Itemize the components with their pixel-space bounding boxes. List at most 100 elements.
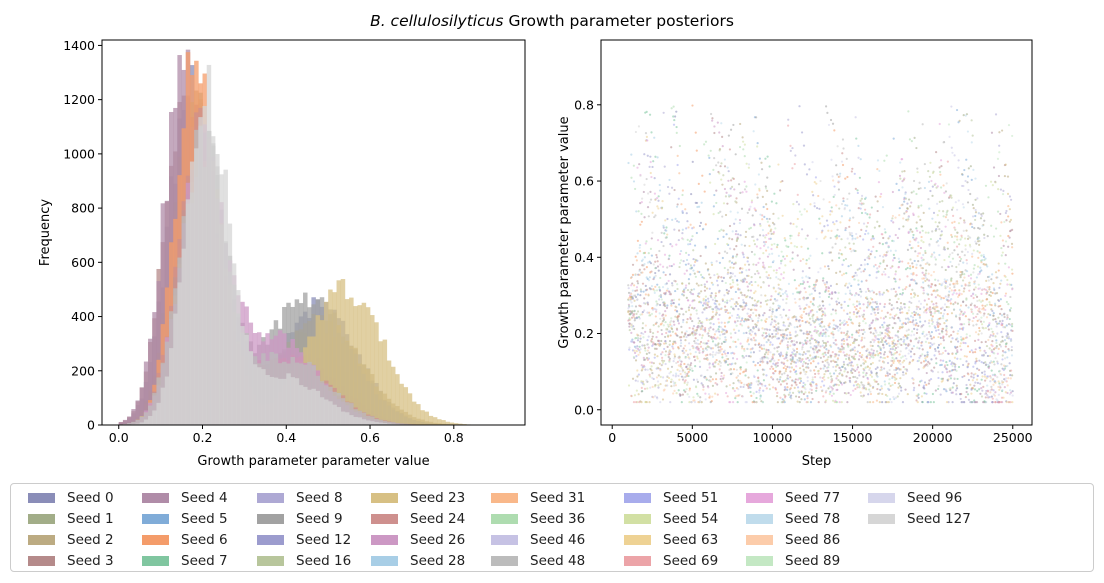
- trace-point: [973, 282, 976, 285]
- trace-point: [848, 361, 851, 365]
- trace-point: [800, 228, 804, 231]
- trace-point: [1002, 368, 1005, 372]
- trace-point: [677, 303, 681, 306]
- trace-point: [700, 290, 703, 293]
- trace-point: [770, 315, 773, 318]
- trace-point: [694, 260, 697, 264]
- trace-point: [853, 338, 856, 341]
- trace-point: [824, 359, 827, 362]
- trace-point: [723, 321, 726, 324]
- trace-point: [847, 364, 850, 367]
- trace-point: [736, 313, 739, 317]
- trace-point: [822, 355, 825, 358]
- trace-point: [694, 131, 697, 134]
- trace-point: [735, 300, 738, 304]
- trace-point: [713, 131, 716, 135]
- trace-point: [938, 200, 941, 203]
- trace-point: [772, 232, 775, 235]
- trace-point: [710, 347, 713, 350]
- trace-point: [813, 355, 817, 358]
- trace-point: [947, 293, 950, 296]
- trace-point: [804, 339, 807, 342]
- trace-point: [791, 391, 795, 394]
- trace-point: [809, 342, 812, 345]
- trace-point: [840, 331, 843, 335]
- trace-point: [836, 375, 839, 378]
- trace-point: [823, 346, 826, 349]
- trace-point: [975, 276, 978, 279]
- trace-point: [674, 309, 677, 312]
- trace-point: [717, 328, 720, 331]
- trace-point: [935, 227, 938, 231]
- trace-point: [919, 246, 923, 250]
- trace-point: [777, 163, 780, 166]
- trace-point: [956, 231, 959, 234]
- trace-point: [646, 206, 650, 209]
- trace-point: [799, 372, 802, 375]
- trace-point: [917, 260, 920, 263]
- trace-point: [959, 304, 963, 307]
- trace-point: [769, 277, 772, 280]
- trace-point: [727, 320, 731, 323]
- trace-point: [791, 357, 794, 360]
- trace-point: [802, 144, 806, 147]
- trace-point: [876, 311, 880, 315]
- trace-point: [810, 391, 813, 395]
- trace-point: [832, 359, 835, 362]
- trace-point: [715, 201, 718, 205]
- trace-point: [778, 352, 781, 356]
- trace-point: [781, 354, 785, 358]
- trace-point: [945, 211, 948, 214]
- trace-point: [991, 378, 994, 381]
- trace-point: [729, 187, 732, 190]
- trace-point: [977, 338, 980, 341]
- trace-point: [802, 332, 805, 335]
- trace-point: [645, 110, 648, 113]
- trace-point: [937, 328, 940, 332]
- trace-point: [662, 111, 665, 114]
- trace-point: [747, 274, 750, 277]
- trace-point: [750, 199, 754, 202]
- trace-point: [846, 401, 849, 404]
- trace-point: [973, 388, 977, 391]
- histogram-bar: [118, 422, 124, 425]
- trace-point: [868, 351, 871, 354]
- trace-point: [756, 238, 759, 241]
- trace-point: [1006, 314, 1009, 317]
- trace-point: [701, 321, 704, 324]
- trace-point: [752, 263, 755, 266]
- trace-point: [906, 266, 909, 270]
- trace-point: [776, 243, 779, 246]
- trace-point: [945, 368, 948, 371]
- trace-point: [950, 369, 953, 372]
- trace-point: [826, 111, 829, 115]
- trace-point: [702, 297, 705, 300]
- histogram-bar: [169, 348, 174, 425]
- trace-point: [663, 347, 666, 351]
- trace-point: [808, 359, 811, 362]
- trace-point: [862, 222, 866, 225]
- trace-point: [822, 384, 826, 387]
- trace-point: [898, 317, 901, 320]
- trace-point: [756, 270, 759, 273]
- trace-point: [991, 291, 994, 295]
- trace-point: [790, 397, 793, 400]
- trace-point: [891, 326, 894, 329]
- trace-point: [713, 125, 716, 128]
- trace-point: [899, 305, 903, 309]
- trace-point: [934, 263, 937, 266]
- trace-point: [817, 372, 820, 375]
- trace-point: [717, 275, 720, 278]
- trace-point: [825, 219, 829, 222]
- trace-point: [986, 290, 989, 293]
- trace-point: [909, 267, 912, 270]
- trace-point: [912, 236, 915, 239]
- trace-point: [796, 386, 800, 389]
- trace-point: [657, 195, 660, 198]
- trace-point: [771, 310, 774, 313]
- trace-point: [768, 333, 771, 336]
- trace-point: [704, 298, 707, 302]
- trace-point: [849, 380, 852, 384]
- histogram-bar: [378, 419, 383, 425]
- trace-point: [776, 391, 779, 394]
